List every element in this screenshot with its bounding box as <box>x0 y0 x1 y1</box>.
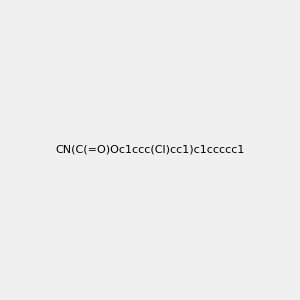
Text: CN(C(=O)Oc1ccc(Cl)cc1)c1ccccc1: CN(C(=O)Oc1ccc(Cl)cc1)c1ccccc1 <box>55 145 245 155</box>
